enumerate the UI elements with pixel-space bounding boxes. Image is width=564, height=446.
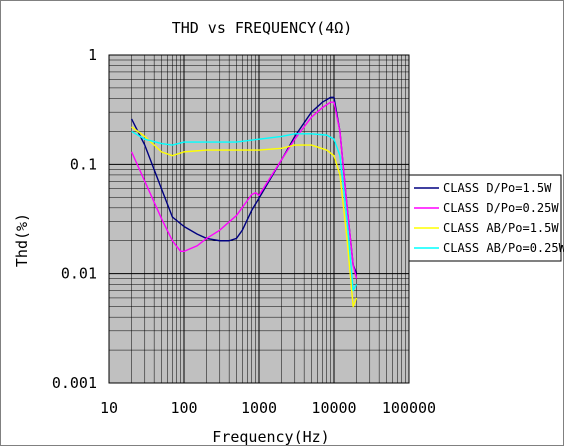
series-line-2 [130, 101, 358, 279]
legend-label: CLASS AB/Po=0.25W [443, 241, 564, 255]
y-tick-label: 0.1 [70, 155, 97, 173]
legend-label: CLASS D/Po=1.5W [443, 181, 552, 195]
y-tick-label: 0.01 [61, 265, 97, 283]
legend-box [408, 174, 562, 262]
plot-area [108, 54, 410, 384]
x-tick-label: 100000 [382, 399, 436, 417]
tick-labels: 10 100 1000 10000 100000 1 0.1 0.01 0.001 [52, 46, 436, 417]
chart-title: THD vs FREQUENCY(4Ω) [172, 19, 353, 37]
x-tick-label: 10000 [311, 399, 356, 417]
legend-label: CLASS AB/Po=1.5W [443, 221, 559, 235]
y-tick-label: 0.001 [52, 374, 97, 392]
x-axis-label: Frequency(Hz) [212, 428, 329, 446]
y-axis-label: Thd(%) [13, 213, 31, 267]
y-tick-label: 1 [88, 46, 97, 64]
legend: CLASS D/Po=1.5W CLASS D/Po=0.25W CLASS AB/… [408, 174, 564, 262]
series-line-3 [131, 126, 358, 308]
legend-label: CLASS D/Po=0.25W [443, 201, 559, 215]
x-tick-label: 1000 [241, 399, 277, 417]
series-line-4 [131, 130, 358, 292]
x-tick-label: 10 [100, 399, 118, 417]
x-tick-label: 100 [170, 399, 197, 417]
